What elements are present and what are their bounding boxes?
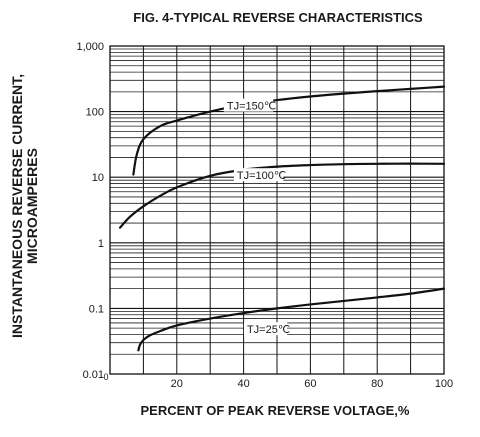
y-tick-label: 0.1 (89, 303, 104, 315)
y-tick-label: 10 (92, 172, 104, 184)
x-tick-label: 60 (304, 378, 316, 390)
curve-label-series-0: TJ=150℃ (227, 101, 276, 113)
x-tick-labels: 0 20 40 60 80 100 (103, 372, 453, 390)
curve-series-0 (132, 85, 446, 176)
y-tick-label: 1 (98, 238, 104, 250)
plot-frame (109, 45, 445, 375)
curve-label-series-1: TJ=100℃ (237, 170, 286, 182)
x-tick-label: 80 (371, 378, 383, 390)
y-axis-title-line-2: MICROAMPERES (24, 148, 40, 264)
curve-label-bg (233, 168, 284, 182)
y-axis-title-line-1: INSTANTANEOUS REVERSE CURRENT, (9, 74, 25, 338)
curve-label-bg (223, 98, 274, 112)
curve-label-series-2: TJ=25℃ (247, 324, 290, 336)
x-tick-label: 20 (171, 378, 183, 390)
y-tick-label: 0.01 (83, 369, 104, 381)
x-tick-label: 0 (103, 372, 108, 382)
curve-label-bg (243, 322, 288, 336)
y-tick-label: 100 (86, 107, 104, 119)
chart-title: FIG. 4-TYPICAL REVERSE CHARACTERISTICS (133, 10, 423, 25)
y-tick-label: 1,000 (76, 41, 104, 53)
x-axis-title: PERCENT OF PEAK REVERSE VOLTAGE,% (141, 403, 410, 418)
y-tick-labels: 0.01 0.1 1 10 100 1,000 (76, 41, 104, 381)
curve-labels: TJ=150℃ TJ=100℃ TJ=25℃ (223, 98, 290, 336)
x-tick-label: 40 (237, 378, 249, 390)
curve-series-2 (137, 287, 446, 352)
grid (109, 45, 445, 375)
y-axis-title: INSTANTANEOUS REVERSE CURRENT, MICROAMPE… (9, 74, 40, 338)
x-tick-label: 100 (435, 378, 453, 390)
